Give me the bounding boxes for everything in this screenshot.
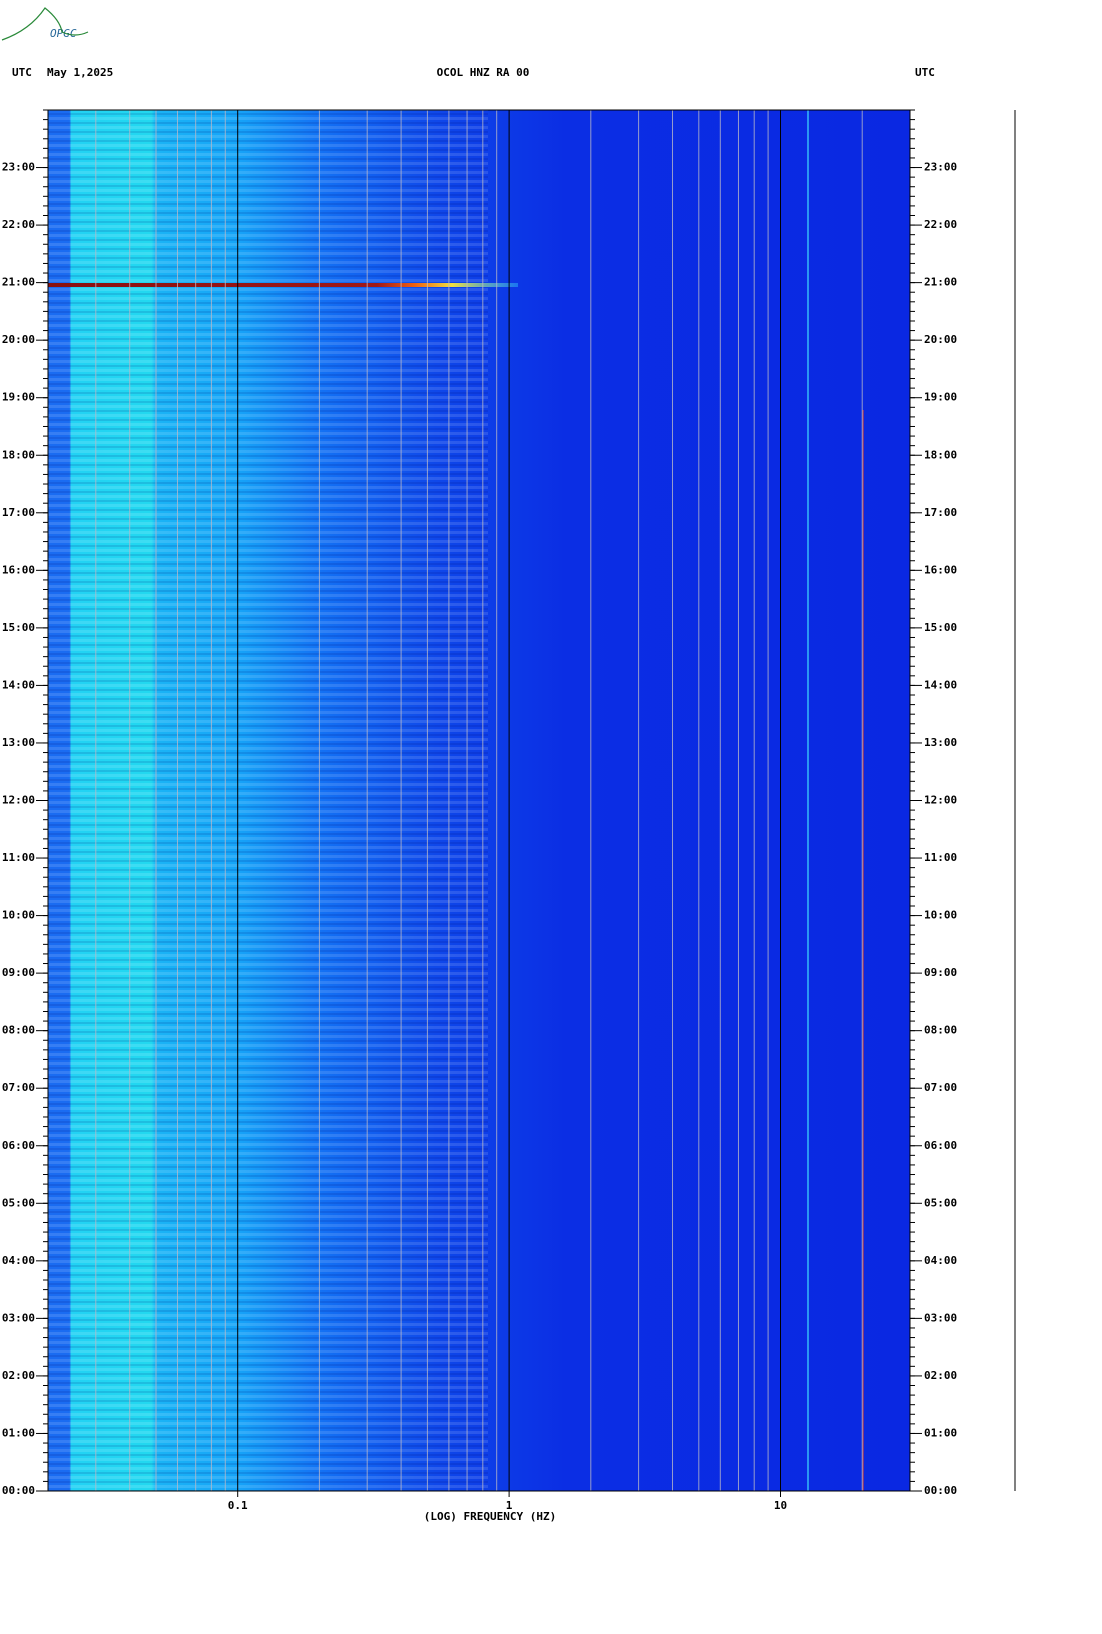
event-band: [48, 283, 518, 287]
y-tick-label-right: 03:00: [924, 1311, 957, 1324]
y-tick-label-right: 17:00: [924, 506, 957, 519]
y-tick-label: 08:00: [2, 1024, 35, 1037]
y-tick-label: 17:00: [2, 506, 35, 519]
y-tick-label: 04:00: [2, 1254, 35, 1267]
chart-title: OCOL HNZ RA 00: [437, 66, 530, 79]
y-tick-label: 02:00: [2, 1369, 35, 1382]
y-tick-label-right: 14:00: [924, 678, 957, 691]
y-tick-label-right: 04:00: [924, 1254, 957, 1267]
y-tick-label: 11:00: [2, 851, 35, 864]
y-tick-label-right: 06:00: [924, 1139, 957, 1152]
left-label: UTC: [12, 66, 32, 79]
y-tick-label: 19:00: [2, 391, 35, 404]
y-tick-label: 12:00: [2, 794, 35, 807]
x-tick-label: 10: [774, 1499, 787, 1512]
axes: 0.1 1 10 00:00 00:00 01:00 01:00 02:00 02:00 03:0…: [2, 109, 957, 1512]
y-tick-label: 23:00: [2, 161, 35, 174]
y-tick-label-right: 10:00: [924, 909, 957, 922]
spectrogram-texture: [48, 110, 488, 1491]
y-tick-label-right: 11:00: [924, 851, 957, 864]
y-tick-label-right: 08:00: [924, 1024, 957, 1037]
y-tick-label-right: 07:00: [924, 1081, 957, 1094]
right-label: UTC: [915, 66, 935, 79]
x-tick-label: 0.1: [228, 1499, 248, 1512]
y-tick-label: 21:00: [2, 276, 35, 289]
y-tick-label: 14:00: [2, 678, 35, 691]
y-tick-label-right: 19:00: [924, 391, 957, 404]
y-tick-label: 06:00: [2, 1139, 35, 1152]
y-tick-label: 22:00: [2, 218, 35, 231]
y-tick-label-right: 00:00: [924, 1484, 957, 1497]
y-tick-label-right: 20:00: [924, 333, 957, 346]
y-tick-label-right: 12:00: [924, 794, 957, 807]
y-tick-label-right: 09:00: [924, 966, 957, 979]
y-tick-label: 20:00: [2, 333, 35, 346]
y-tick-label: 07:00: [2, 1081, 35, 1094]
y-tick-label: 15:00: [2, 621, 35, 634]
logo: OPGC: [50, 27, 77, 40]
y-tick-label: 09:00: [2, 966, 35, 979]
date: May 1,2025: [47, 66, 113, 79]
y-tick-label: 00:00: [2, 1484, 35, 1497]
y-tick-label-right: 15:00: [924, 621, 957, 634]
y-tick-label-right: 13:00: [924, 736, 957, 749]
y-tick-label: 01:00: [2, 1426, 35, 1439]
x-tick-label: 1: [506, 1499, 513, 1512]
y-tick-label: 16:00: [2, 563, 35, 576]
plot-frame: [47, 109, 911, 1492]
y-tick-label-right: 05:00: [924, 1196, 957, 1209]
y-tick-label: 05:00: [2, 1196, 35, 1209]
y-tick-label: 18:00: [2, 448, 35, 461]
y-tick-label-right: 23:00: [924, 161, 957, 174]
y-tick-label-right: 02:00: [924, 1369, 957, 1382]
x-axis-label: (LOG) FREQUENCY (HZ): [424, 1510, 556, 1523]
y-tick-label: 10:00: [2, 909, 35, 922]
y-tick-label-right: 16:00: [924, 563, 957, 576]
y-tick-label-right: 21:00: [924, 276, 957, 289]
y-tick-label: 03:00: [2, 1311, 35, 1324]
y-tick-label-right: 22:00: [924, 218, 957, 231]
y-tick-label-right: 18:00: [924, 448, 957, 461]
logo-swoosh: [1, 7, 89, 41]
y-tick-label: 13:00: [2, 736, 35, 749]
y-tick-label-right: 01:00: [924, 1426, 957, 1439]
